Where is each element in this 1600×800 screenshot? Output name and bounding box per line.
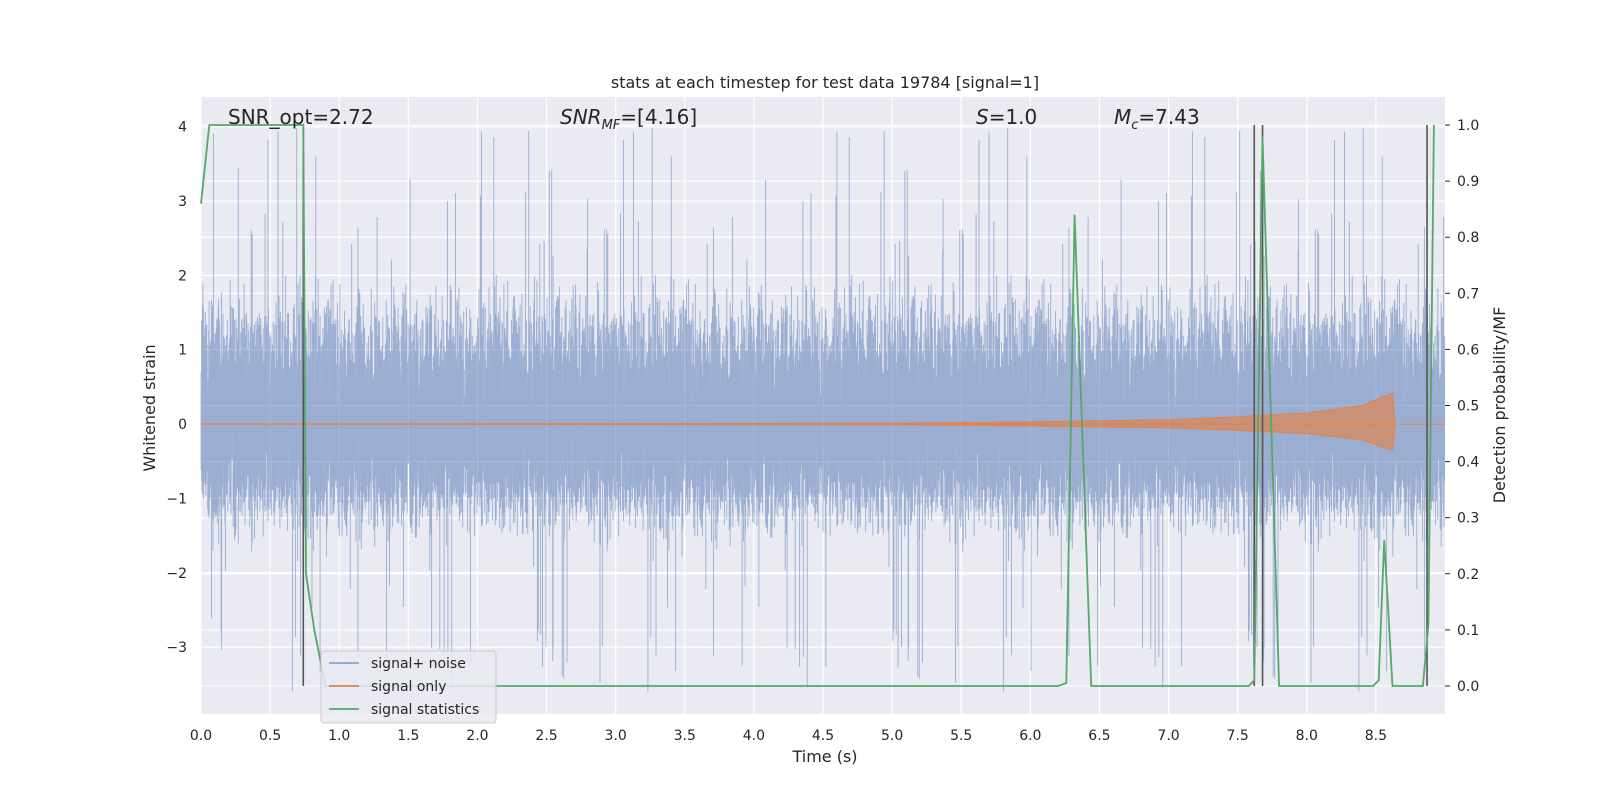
legend-label-signal-noise: signal+ noise bbox=[371, 656, 466, 672]
legend-label-signal-only: signal only bbox=[371, 679, 446, 695]
annotation-snr-mf: SNRMF=[4.16] bbox=[560, 105, 697, 133]
annotation-s-value: =1.0 bbox=[989, 105, 1038, 129]
annotation-snr-mf-value: =[4.16] bbox=[620, 105, 697, 129]
y-axis-right-ticks: 1.0 0.9 0.8 0.7 0.6 0.5 0.4 0.3 0.2 0.1 0.0 bbox=[1445, 118, 1479, 695]
y-left-tick-label: 0 bbox=[178, 417, 187, 433]
x-tick-label: 6.0 bbox=[1019, 728, 1041, 744]
x-tick-label: 0.5 bbox=[259, 728, 281, 744]
y-left-tick-label: −1 bbox=[166, 491, 187, 507]
series-signal-statistics bbox=[200, 124, 1435, 687]
y-right-tick-label: 0.2 bbox=[1457, 567, 1479, 583]
legend-label-signal-statistics: signal statistics bbox=[371, 702, 479, 718]
y-right-tick-label: 0.5 bbox=[1457, 399, 1479, 415]
x-tick-label: 5.0 bbox=[881, 728, 903, 744]
x-tick-label: 3.5 bbox=[674, 728, 696, 744]
y-left-tick-label: −2 bbox=[166, 566, 187, 582]
annotation-snr-opt: SNR_opt=2.72 bbox=[228, 105, 374, 129]
y-left-tick-label: −3 bbox=[166, 640, 187, 656]
y-axis-left-ticks: 4 3 2 1 0 −1 −2 −3 bbox=[166, 120, 187, 656]
annotation-mc: Mc=7.43 bbox=[1114, 105, 1200, 133]
x-tick-label: 2.0 bbox=[466, 728, 488, 744]
x-tick-label: 7.5 bbox=[1227, 728, 1249, 744]
y-right-tick-label: 1.0 bbox=[1457, 118, 1479, 134]
y-left-tick-label: 1 bbox=[178, 343, 187, 359]
x-tick-label: 8.0 bbox=[1296, 728, 1318, 744]
x-tick-label: 6.5 bbox=[1088, 728, 1110, 744]
y-right-tick-label: 0.0 bbox=[1457, 679, 1479, 695]
y-right-tick-label: 0.8 bbox=[1457, 230, 1479, 246]
x-tick-label: 4.0 bbox=[743, 728, 765, 744]
x-tick-label: 3.0 bbox=[605, 728, 627, 744]
y-right-tick-label: 0.3 bbox=[1457, 511, 1479, 527]
legend: signal+ noise signal only signal statist… bbox=[320, 650, 497, 724]
x-tick-label: 1.5 bbox=[397, 728, 419, 744]
y-left-tick-label: 4 bbox=[178, 120, 187, 136]
annotation-mc-base: M bbox=[1114, 105, 1131, 129]
annotation-s-base: S bbox=[976, 105, 989, 129]
x-tick-label: 4.5 bbox=[812, 728, 834, 744]
y-right-tick-label: 0.7 bbox=[1457, 286, 1479, 302]
y-right-tick-label: 0.6 bbox=[1457, 342, 1479, 358]
annotation-snr-mf-sub: MF bbox=[602, 118, 621, 133]
x-tick-label: 5.5 bbox=[950, 728, 972, 744]
annotation-mc-value: =7.43 bbox=[1138, 105, 1199, 129]
x-tick-label: 2.5 bbox=[535, 728, 557, 744]
x-axis-label: Time (s) bbox=[791, 747, 857, 766]
y-left-tick-label: 2 bbox=[178, 268, 187, 284]
legend-box bbox=[320, 650, 497, 724]
y-left-tick-label: 3 bbox=[178, 194, 187, 210]
signal-only-envelope bbox=[200, 392, 1445, 452]
x-axis-ticks: 0.0 0.5 1.0 1.5 2.0 2.5 3.0 3.5 4.0 4.5 5.0 5.5 6.0 6… bbox=[190, 728, 1387, 744]
annotation-s: S=1.0 bbox=[976, 105, 1037, 129]
y-right-tick-label: 0.9 bbox=[1457, 174, 1479, 190]
annotation-snr-mf-base: SNR bbox=[560, 105, 602, 129]
y-axis-left-label: Whitened strain bbox=[140, 344, 159, 471]
y-right-tick-label: 0.1 bbox=[1457, 623, 1479, 639]
x-tick-label: 1.0 bbox=[328, 728, 350, 744]
signal-statistics-line bbox=[200, 124, 1435, 687]
x-tick-label: 0.0 bbox=[190, 728, 212, 744]
series-signal-only bbox=[200, 392, 1445, 452]
x-tick-label: 7.0 bbox=[1157, 728, 1179, 744]
annotation-mc-sub: c bbox=[1131, 118, 1138, 133]
chart-title: stats at each timestep for test data 197… bbox=[611, 73, 1039, 92]
y-axis-right-label: Detection probability/MF bbox=[1490, 307, 1509, 504]
x-tick-label: 8.5 bbox=[1365, 728, 1387, 744]
y-right-tick-label: 0.4 bbox=[1457, 455, 1479, 471]
